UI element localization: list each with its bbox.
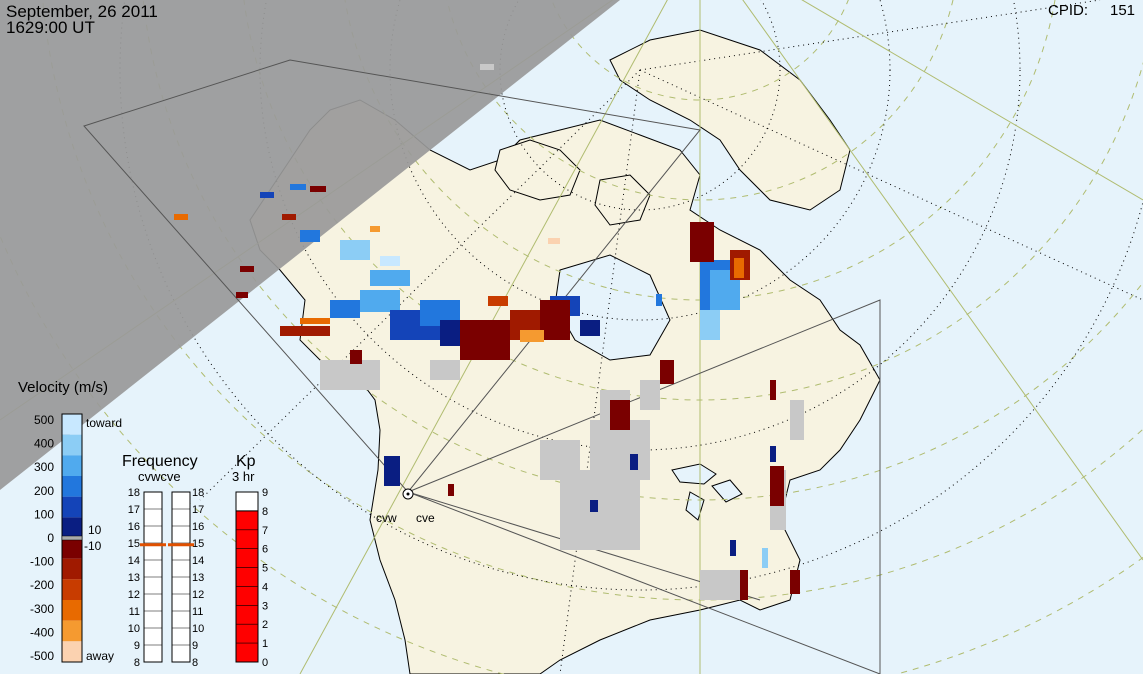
velocity-zero-band: [61, 535, 83, 541]
frequency-tick-label-right: 16: [192, 521, 204, 533]
frequency-tick-label-left: 12: [128, 589, 140, 601]
time-label: 1629:00 UT: [6, 18, 95, 37]
landmass: [249, 29, 881, 674]
velocity-color-segment: [62, 579, 82, 600]
velocity-color-segment: [62, 641, 82, 662]
velocity-tick-label: -300: [30, 602, 54, 616]
velocity-tick-label: -500: [30, 649, 54, 663]
cpid-label: CPID:: [1048, 2, 1088, 19]
velocity-legend: Velocity (m/s) 500 400 300 200 100 0 -100 -200 -…: [18, 379, 122, 663]
frequency-tick-label-right: 14: [192, 555, 204, 567]
velocity-color-segment: [62, 414, 82, 435]
velocity-tick-label: 500: [34, 413, 54, 427]
velocity-title: Velocity (m/s): [18, 379, 108, 396]
velocity-tick-label: 400: [34, 437, 54, 451]
frequency-ticks: 18 18 17 17 16 16 15 15 14 14 13 13 12 12 11 11 10 10 9 9 8 8: [128, 487, 205, 669]
frequency-tick-label-left: 13: [128, 572, 140, 584]
velocity-tick-label: -400: [30, 625, 54, 639]
frequency-tick-label-right: 15: [192, 538, 204, 550]
frequency-tick-label-right: 18: [192, 487, 204, 499]
velocity-color-segment: [62, 538, 82, 559]
velocity-color-segment: [62, 517, 82, 538]
frequency-tick-label-left: 11: [129, 606, 140, 618]
kp-tick-label: 7: [262, 525, 268, 537]
kp-title: Kp: [236, 453, 256, 470]
frequency-tick-label-left: 16: [128, 521, 140, 533]
frequency-tick-label-right: 13: [192, 572, 204, 584]
kp-tick-label: 1: [262, 638, 268, 650]
frequency-tick-label-left: 8: [134, 657, 140, 669]
north-america-land: [249, 99, 881, 674]
baffin-island: [594, 174, 651, 226]
velocity-plus-threshold: 10: [88, 523, 102, 537]
arctic-islands: [494, 139, 581, 201]
frequency-tick-label-right: 17: [192, 504, 204, 516]
velocity-toward-label: toward: [86, 416, 122, 430]
frequency-tick-label-left: 10: [128, 623, 140, 635]
velocity-color-segment: [62, 496, 82, 518]
velocity-away-label: away: [86, 649, 114, 663]
frequency-tick-label-right: 11: [192, 606, 203, 618]
velocity-scatter-away: [236, 186, 800, 600]
frequency-tick-label-left: 15: [128, 538, 140, 550]
radar-site-marker: [402, 488, 414, 500]
velocity-tick-label: -100: [30, 555, 54, 569]
frequency-tick-label-left: 14: [128, 555, 140, 567]
frequency-tick-label-right: 10: [192, 623, 204, 635]
radar-label-cve: cve: [416, 511, 435, 525]
frequency-tick-label-right: 9: [192, 640, 198, 652]
velocity-tick-label: 0: [47, 531, 54, 545]
kp-tick-label: 2: [262, 619, 268, 631]
velocity-tick-label: 300: [34, 460, 54, 474]
velocity-tick-label: 100: [34, 507, 54, 521]
kp-subtitle: 3 hr: [232, 469, 255, 484]
kp-tick-label: 9: [262, 487, 268, 499]
kp-tick-label: 0: [262, 657, 268, 669]
kp-tick-label: 3: [262, 600, 268, 612]
date-label: September, 26 2011: [6, 2, 158, 21]
frequency-radar-labels: cvwcve: [138, 469, 181, 484]
kp-tick-label: 6: [262, 544, 268, 556]
velocity-color-segment: [62, 600, 82, 621]
frequency-title: Frequency: [122, 453, 198, 470]
velocity-colorbar: [61, 413, 83, 663]
frequency-tick-label-left: 9: [134, 640, 140, 652]
velocity-scatter-orange: [174, 64, 744, 342]
kp-tick-label: 4: [262, 581, 268, 593]
kp-tick-label: 5: [262, 563, 268, 575]
frequency-tick-label-right: 8: [192, 657, 198, 669]
kp-tick-label: 8: [262, 506, 268, 518]
velocity-color-segment: [62, 455, 82, 476]
velocity-color-segment: [62, 434, 82, 456]
cpid-value: 151: [1110, 2, 1135, 19]
velocity-color-segment: [62, 558, 82, 580]
radar-label-cvw: cvw: [376, 511, 397, 525]
frequency-tick-label-left: 18: [128, 487, 140, 499]
velocity-color-segment: [62, 620, 82, 642]
velocity-color-segment: [62, 476, 82, 497]
night-shading: [0, 0, 620, 490]
velocity-tick-label: -200: [30, 578, 54, 592]
velocity-tick-labels: 500 400 300 200 100 0 -100 -200 -300 -400 -500: [30, 413, 54, 663]
greenland-land: [609, 29, 851, 211]
velocity-tick-label: 200: [34, 484, 54, 498]
frequency-tick-label-right: 12: [192, 589, 204, 601]
kp-panel: Kp 3 hr 9 8 7 6 5 4 3 2 1 0: [232, 453, 268, 669]
kp-ticks: 9 8 7 6 5 4 3 2 1 0: [236, 487, 268, 669]
frequency-tick-label-left: 17: [128, 504, 140, 516]
velocity-minus-threshold: -10: [84, 539, 102, 553]
